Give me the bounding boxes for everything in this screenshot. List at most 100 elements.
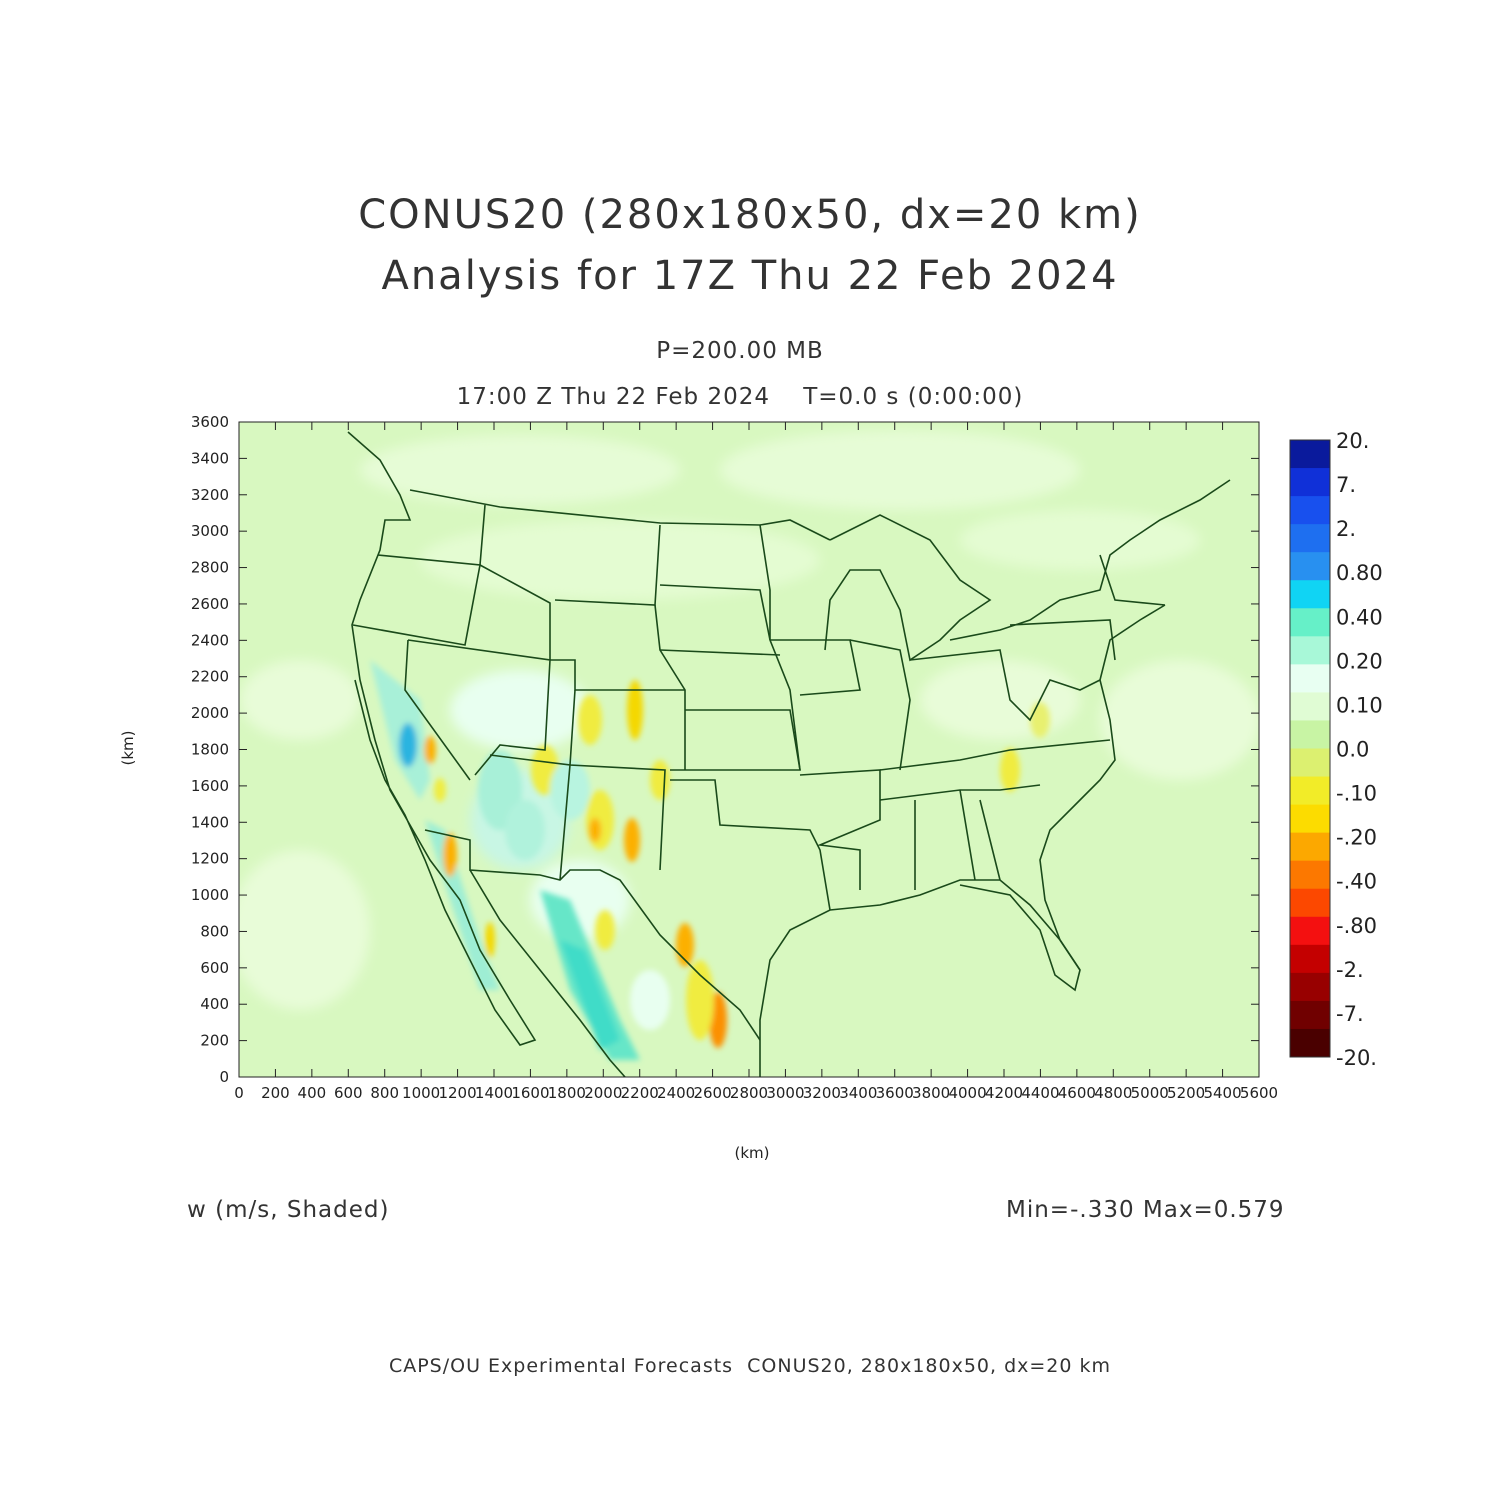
x-tick-label: 2000 [584, 1084, 622, 1102]
x-tick-label: 400 [298, 1084, 327, 1102]
colorbar-swatch [1290, 944, 1330, 974]
y-tick-label: 800 [200, 922, 229, 940]
x-tick-label: 4400 [1021, 1084, 1059, 1102]
x-tick-label: 4200 [985, 1084, 1023, 1102]
x-tick-label: 1400 [475, 1084, 513, 1102]
y-tick-label: 1600 [191, 777, 229, 795]
x-tick-label: 2800 [730, 1084, 768, 1102]
x-tick-label: 4800 [1094, 1084, 1132, 1102]
valid-time: 17:00 Z Thu 22 Feb 2024 T=0.0 s (0:00:00… [456, 384, 1024, 410]
colorbar-swatch [1290, 1028, 1330, 1058]
colorbar-label: 0.0 [1336, 738, 1369, 762]
y-tick-label: 1200 [191, 850, 229, 868]
x-tick-label: 4000 [948, 1084, 986, 1102]
colorbar-swatch [1290, 1000, 1330, 1030]
x-tick-label: 5600 [1240, 1084, 1278, 1102]
x-tick-label: 2400 [657, 1084, 695, 1102]
x-tick-label: 0 [234, 1084, 244, 1102]
colorbar-swatch [1290, 720, 1330, 749]
x-tick-label: 5200 [1167, 1084, 1205, 1102]
y-tick-label: 1800 [191, 741, 229, 759]
colorbar-label: 0.10 [1336, 693, 1383, 717]
colorbar-swatch [1290, 608, 1330, 637]
colorbar-swatch [1290, 972, 1330, 1002]
title-line-1: CONUS20 (280x180x50, dx=20 km) [358, 192, 1142, 238]
x-tick-label: 3200 [803, 1084, 841, 1102]
y-tick-label: 600 [200, 959, 229, 977]
x-tick-label: 5000 [1131, 1084, 1169, 1102]
x-axis-ticks: 0 200 400 600 800 100012001400160018002000220… [234, 422, 1278, 1102]
x-tick-label: 600 [334, 1084, 363, 1102]
field-shading [239, 422, 1259, 1077]
colorbar-label: 0.20 [1336, 649, 1383, 673]
colorbar-swatch [1290, 832, 1330, 862]
colorbar-label: -2. [1336, 958, 1364, 982]
y-tick-label: 2000 [191, 704, 229, 722]
y-tick-label: 2800 [191, 559, 229, 577]
colorbar-label: -.10 [1336, 782, 1377, 806]
colorbar-swatch [1290, 776, 1330, 806]
colorbar-swatch [1290, 636, 1330, 665]
x-tick-label: 1800 [548, 1084, 586, 1102]
x-tick-label: 1200 [438, 1084, 476, 1102]
y-tick-label: 3400 [191, 449, 229, 467]
colorbar-label: -.40 [1336, 870, 1377, 894]
colorbar-label: -20. [1336, 1046, 1377, 1070]
y-tick-label: 200 [200, 1032, 229, 1050]
variable-label: w (m/s, Shaded) [187, 1197, 390, 1223]
colorbar-swatch [1290, 468, 1330, 497]
colorbar-label: 2. [1336, 517, 1356, 541]
colorbar-swatch [1290, 664, 1330, 693]
x-tick-label: 4600 [1058, 1084, 1096, 1102]
x-tick-label: 3400 [839, 1084, 877, 1102]
y-tick-label: 2200 [191, 668, 229, 686]
map-boundaries [347, 431, 1231, 1077]
colorbar-label: 0.40 [1336, 605, 1383, 629]
pressure-level: P=200.00 MB [656, 338, 824, 364]
x-tick-label: 1600 [511, 1084, 549, 1102]
colorbar-swatch [1290, 916, 1330, 946]
colorbar-label: 20. [1336, 429, 1369, 453]
colorbar-swatch [1290, 552, 1330, 581]
colorbar-swatch [1290, 860, 1330, 890]
y-tick-label: 3000 [191, 522, 229, 540]
colorbar-swatch [1290, 804, 1330, 834]
colorbar-label: -7. [1336, 1002, 1364, 1026]
y-tick-label: 1000 [191, 886, 229, 904]
x-tick-label: 2600 [693, 1084, 731, 1102]
y-axis-label: (km) [119, 730, 137, 765]
x-tick-label: 2200 [621, 1084, 659, 1102]
colorbar-swatch [1290, 496, 1330, 525]
x-axis-label: (km) [734, 1144, 769, 1162]
x-tick-label: 5400 [1203, 1084, 1241, 1102]
y-tick-label: 400 [200, 995, 229, 1013]
x-tick-label: 800 [370, 1084, 399, 1102]
y-tick-label: 2600 [191, 595, 229, 613]
x-tick-label: 3000 [766, 1084, 804, 1102]
y-tick-label: 3200 [191, 486, 229, 504]
colorbar-swatch [1290, 748, 1330, 778]
y-axis-ticks: 0 200 400 600 800 1000 1200 1400 1600 1800 2000 220… [191, 413, 1259, 1086]
x-tick-label: 3600 [876, 1084, 914, 1102]
colorbar-label: -.80 [1336, 914, 1377, 938]
credit-line: CAPS/OU Experimental Forecasts CONUS20, … [388, 1355, 1112, 1377]
colorbar-label: -.20 [1336, 826, 1377, 850]
y-tick-label: 1400 [191, 813, 229, 831]
x-tick-label: 3800 [912, 1084, 950, 1102]
x-tick-label: 1000 [402, 1084, 440, 1102]
x-tick-label: 200 [261, 1084, 290, 1102]
colorbar-swatch [1290, 440, 1330, 469]
colorbar-frame [1289, 439, 1331, 1058]
min-max-label: Min=-.330 Max=0.579 [1006, 1197, 1285, 1223]
colorbar: 20. 7. 2. 0.80 0.40 0.20 0.10 0.0 -.10 -.20 -.40 -.… [1289, 429, 1383, 1070]
colorbar-swatch [1290, 580, 1330, 609]
y-tick-label: 0 [219, 1068, 229, 1086]
colorbar-label: 0.80 [1336, 561, 1383, 585]
title-line-2: Analysis for 17Z Thu 22 Feb 2024 [381, 253, 1119, 299]
y-tick-label: 3600 [191, 413, 229, 431]
colorbar-swatch [1290, 692, 1330, 721]
colorbar-swatch [1290, 888, 1330, 918]
colorbar-label: 7. [1336, 473, 1356, 497]
colorbar-swatch [1290, 524, 1330, 553]
